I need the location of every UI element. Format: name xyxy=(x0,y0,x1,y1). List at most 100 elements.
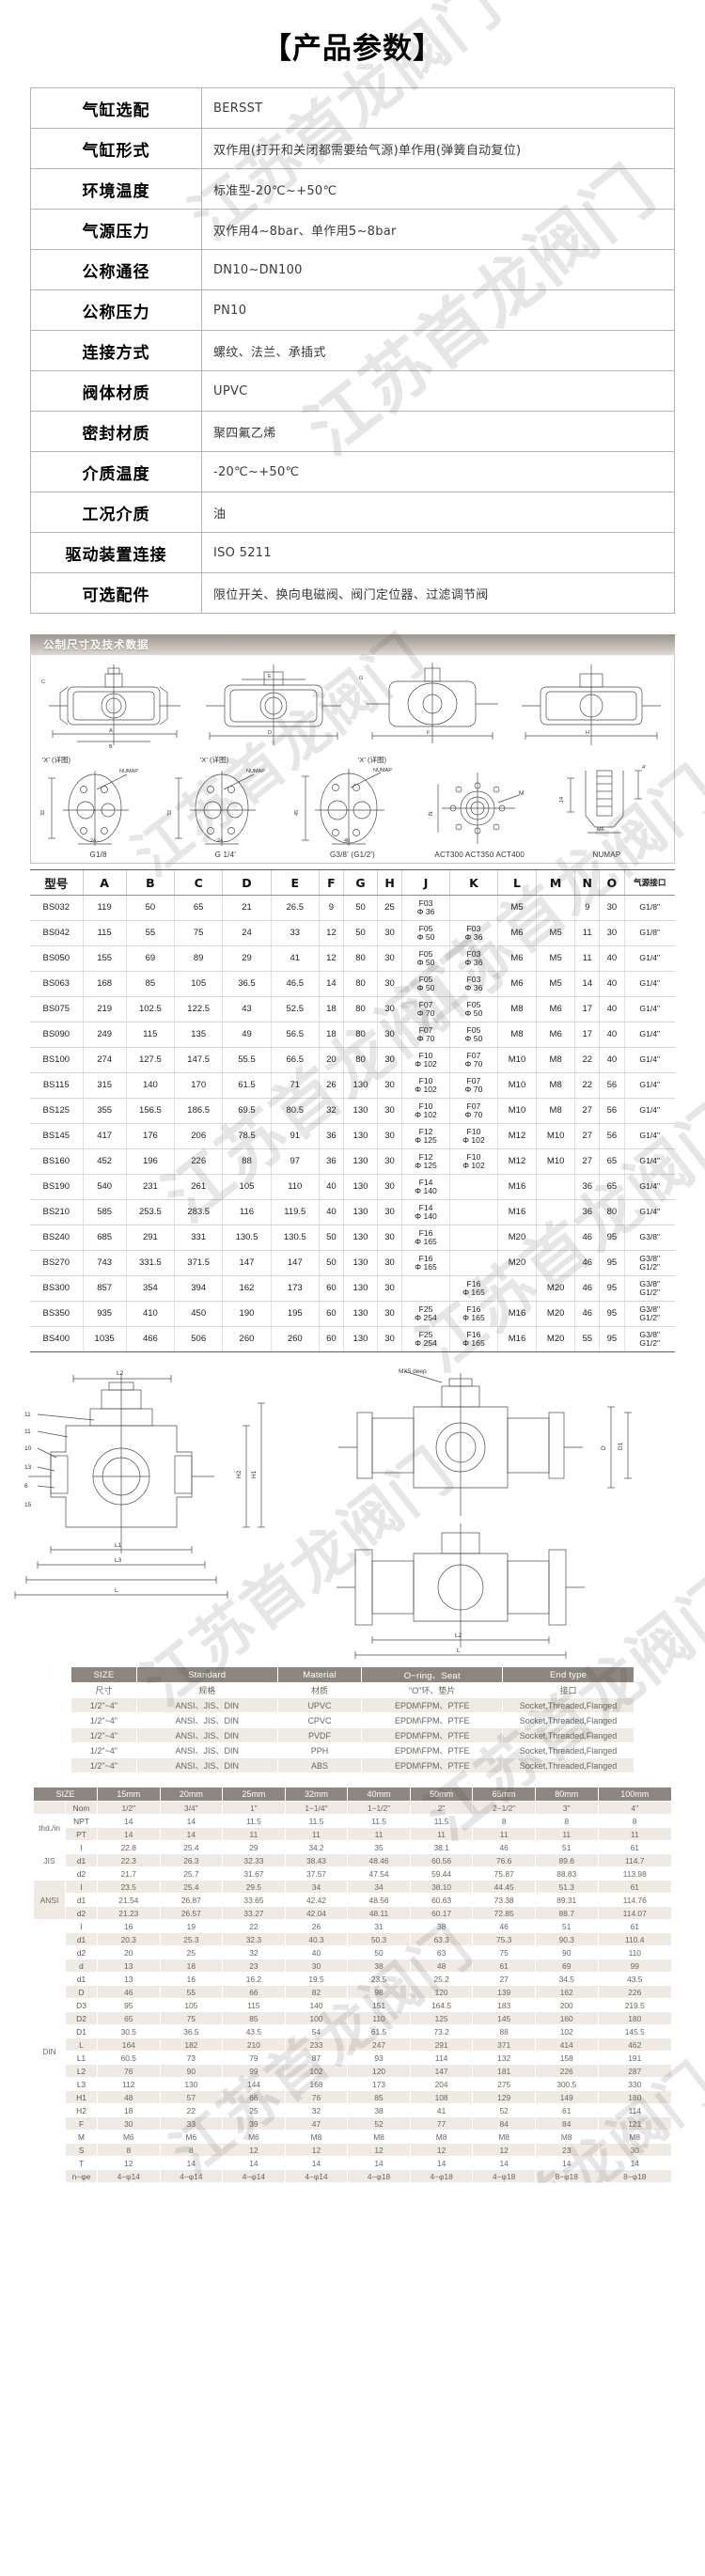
dimension-cell-k: F16 Φ 165 xyxy=(448,1275,498,1302)
dimension-cell: 11 xyxy=(574,920,600,946)
size-cell: 11.5 xyxy=(284,1814,349,1828)
dimension-cell: 49 xyxy=(222,1022,272,1048)
dimension-cell: 354 xyxy=(125,1275,175,1302)
size-cell: 11 xyxy=(534,1827,599,1841)
dimension-cell: 116 xyxy=(222,1199,272,1226)
dimension-cell xyxy=(536,1199,575,1226)
dimension-cell: 115 xyxy=(82,920,127,946)
dimension-table-header-row: 型号 A B C D E F G H J K L M N O 气源接口 xyxy=(30,869,675,896)
size-cell: 11.5 xyxy=(222,1814,286,1828)
size-cell: 1−1/4" xyxy=(284,1801,349,1815)
spec-value: 标准型-20℃~+50℃ xyxy=(201,168,675,210)
size-cell: 25.3 xyxy=(159,1932,224,1946)
dimension-cell: 36 xyxy=(318,1123,344,1149)
dimension-cell: 119 xyxy=(82,895,127,921)
dimension-cell: BS240 xyxy=(30,1225,83,1251)
material-cell: 1/2"~4" xyxy=(70,1712,137,1728)
dimension-cell-air-port: G1/4" xyxy=(623,945,675,972)
dimension-cell: 231 xyxy=(125,1174,175,1200)
dimension-col-header: B xyxy=(125,869,175,896)
spec-key: 气源压力 xyxy=(30,209,202,250)
dimension-cell-k: F05 Φ 50 xyxy=(448,996,498,1023)
dimension-cell: 46 xyxy=(574,1301,600,1327)
size-cell: M6 xyxy=(222,2130,286,2144)
size-cell: 23.5 xyxy=(97,1880,161,1894)
size-cell: 14 xyxy=(97,1827,161,1841)
section-band: 公制尺寸及技术数据 xyxy=(30,634,675,655)
spec-value: UPVC xyxy=(201,370,675,412)
size-cell: M8 xyxy=(284,2130,349,2144)
dimension-row: BS400 1035 466 506 260 260 60 130 30 F25 Φ 254 F16 Φ… xyxy=(30,1326,675,1352)
size-cell: 32.33 xyxy=(222,1853,286,1867)
size-row: S 8 8 12 12 12 12 12 23 30 xyxy=(34,2143,672,2157)
material-cell: Socket,Threaded,Flanged xyxy=(502,1742,634,1758)
size-col-header: 80mm xyxy=(534,1787,599,1802)
size-cell: 462 xyxy=(597,2037,672,2052)
material-standard-table: SIZE Standard Material O−ring、Seat End type … xyxy=(70,1666,634,1773)
dimension-cell: 41 xyxy=(270,945,320,972)
size-cell: 4−φ18 xyxy=(409,2169,474,2183)
dimension-cell: M6 xyxy=(536,996,575,1023)
svg-text:H: H xyxy=(586,730,589,736)
dimension-cell: 206 xyxy=(174,1123,223,1149)
dimension-row: BS190 540 231 261 105 110 40 130 30 F14 Φ 140 M16 36… xyxy=(30,1174,675,1200)
size-cell: 114 xyxy=(409,2051,474,2065)
size-cell: 25.7 xyxy=(159,1866,224,1881)
dimension-cell: 219 xyxy=(82,996,127,1023)
size-cell: 19.5 xyxy=(284,1972,349,1986)
size-cell: 43.5 xyxy=(597,1972,672,1986)
dimension-cell: 43 xyxy=(222,996,272,1023)
svg-text:D: D xyxy=(268,730,272,736)
size-cell: 84 xyxy=(472,2116,536,2131)
dimension-cell: 130 xyxy=(342,1250,378,1276)
dimension-cell: M16 xyxy=(496,1301,537,1327)
dimension-cell: 27 xyxy=(574,1148,600,1175)
size-cell: 4−φ14 xyxy=(284,2169,349,2183)
size-cell: 12 xyxy=(284,2143,349,2157)
dimension-col-header: C xyxy=(174,869,223,896)
dimension-cell-air-port: G3/8" G1/2" xyxy=(623,1275,675,1302)
size-cell: 90.3 xyxy=(534,1932,599,1946)
size-row-label: L1 xyxy=(65,2051,98,2065)
dimension-cell: 102.5 xyxy=(125,996,175,1023)
dimension-cell: M8 xyxy=(496,996,537,1023)
size-row: d1 13 16 16.2 19.5 23.5 25.2 27 34.5 43.5 xyxy=(34,1972,672,1986)
material-cell: 1/2"~4" xyxy=(70,1727,137,1743)
dimension-cell: 97 xyxy=(270,1148,320,1175)
size-cell: 35 xyxy=(347,1840,411,1854)
dimension-cell: 11 xyxy=(574,945,600,972)
size-cell: 89.6 xyxy=(534,1853,599,1867)
dimension-cell: 540 xyxy=(82,1174,127,1200)
size-cell: 23.5 xyxy=(347,1972,411,1986)
size-cell: 1/2" xyxy=(97,1801,161,1815)
dimension-cell: 95 xyxy=(599,1301,624,1327)
dimension-cell: M20 xyxy=(496,1225,537,1251)
dimension-col-header: M xyxy=(536,869,575,896)
material-cell: PVDF xyxy=(276,1727,363,1743)
dimension-cell: 50 xyxy=(342,920,378,946)
size-cell: 180 xyxy=(597,2090,672,2104)
size-cell: 204 xyxy=(409,2077,474,2091)
size-cell: 76.6 xyxy=(472,1853,536,1867)
spec-row: 公称压力 PN10 xyxy=(30,289,675,331)
dimension-cell: 331.5 xyxy=(125,1250,175,1276)
dimension-cell-j: F12 Φ 125 xyxy=(401,1148,450,1175)
detail-label-row: 'X' (详图) 'X' (详图) 'X' (详图) xyxy=(35,755,670,765)
size-cell: 38.10 xyxy=(409,1880,474,1894)
size-table-corner-header: SIZE xyxy=(33,1787,98,1802)
valve-assembly-drawings: L2 11 11 10 13 6 15 L1 L3 L H2 H1 MX5 de… xyxy=(0,1366,705,1666)
dimension-cell: 9 xyxy=(574,895,600,921)
size-cell: 79 xyxy=(222,2051,286,2065)
dimension-row: BS300 857 354 394 162 173 60 130 30 F16 Φ 165 M20 46… xyxy=(30,1275,675,1302)
dimension-cell-j: F05 Φ 50 xyxy=(401,920,450,946)
size-col-header: 32mm xyxy=(284,1787,349,1802)
dimension-cell: BS400 xyxy=(30,1326,83,1352)
dimension-cell: 24 xyxy=(222,920,272,946)
svg-text:24: 24 xyxy=(90,838,96,844)
dimension-cell-air-port: G1/4" xyxy=(623,1148,675,1175)
dimension-cell-j: F03 Φ 36 xyxy=(401,895,450,921)
dimension-cell: 226 xyxy=(174,1148,223,1175)
size-cell: 19 xyxy=(159,1919,224,1933)
dimension-row: BS240 685 291 331 130.5 130.5 50 130 30 F16 Φ 165 M… xyxy=(30,1225,675,1251)
size-cell: 99 xyxy=(597,1959,672,1973)
